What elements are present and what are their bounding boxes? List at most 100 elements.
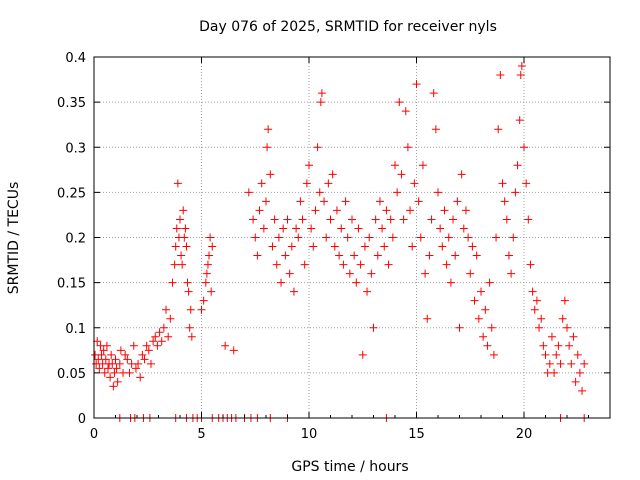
axis-ticks: 0 5 10 15 20 0 0.05 0.1 0.15 0.2 0.25 0.3 0.35 0.4: [57, 51, 610, 442]
data-points: [91, 62, 589, 422]
data-point: [263, 143, 272, 152]
data-point: [556, 359, 565, 368]
data-point: [121, 350, 130, 359]
y-tick-label: 0.4: [65, 51, 86, 66]
data-point: [259, 224, 268, 233]
data-point: [296, 197, 305, 206]
x-tick-label: 10: [301, 427, 318, 442]
data-point: [560, 296, 569, 305]
data-point: [363, 287, 372, 296]
data-point: [199, 296, 208, 305]
data-point: [516, 71, 525, 80]
data-point: [205, 251, 214, 260]
data-point: [567, 359, 576, 368]
data-point: [178, 260, 187, 269]
data-point: [502, 215, 511, 224]
data-point: [479, 332, 488, 341]
data-point: [520, 143, 528, 152]
data-point: [181, 224, 190, 233]
data-point: [113, 377, 122, 386]
data-point: [108, 359, 117, 368]
data-point: [477, 287, 485, 296]
data-point: [425, 251, 434, 260]
data-point: [459, 224, 468, 233]
y-axis-label: SRMTID / TECUs: [6, 182, 22, 295]
data-point: [352, 278, 361, 287]
data-point: [509, 233, 518, 242]
data-point: [183, 278, 192, 287]
data-point: [106, 373, 115, 382]
data-point: [494, 125, 503, 134]
data-point: [354, 224, 363, 233]
data-point: [309, 242, 318, 251]
data-point: [202, 269, 211, 278]
data-point: [244, 188, 253, 197]
data-point: [172, 224, 181, 233]
data-point: [470, 296, 479, 305]
data-point: [550, 368, 559, 377]
data-point: [328, 170, 337, 179]
data-point: [257, 179, 266, 188]
y-tick-label: 0.35: [57, 96, 86, 111]
y-tick-label: 0.25: [57, 186, 86, 201]
data-point: [186, 305, 195, 314]
data-point: [504, 251, 513, 260]
data-point: [416, 233, 425, 242]
data-point: [94, 355, 103, 364]
data-point: [140, 355, 149, 364]
data-point: [285, 269, 294, 278]
data-point: [386, 215, 395, 224]
data-point: [274, 233, 283, 242]
data-point: [322, 233, 331, 242]
data-point: [146, 359, 155, 368]
data-point: [102, 341, 111, 350]
y-tick-label: 0.05: [57, 367, 86, 382]
data-point: [461, 206, 470, 215]
data-point: [513, 161, 522, 170]
data-point: [547, 332, 556, 341]
data-point: [408, 242, 417, 251]
data-point: [281, 251, 290, 260]
data-point: [115, 359, 124, 368]
data-point: [571, 377, 580, 386]
data-point: [277, 278, 286, 287]
data-point: [307, 224, 316, 233]
data-point: [335, 251, 344, 260]
data-point: [358, 350, 367, 359]
data-point: [403, 143, 412, 152]
data-point: [483, 341, 492, 350]
data-point: [123, 355, 132, 364]
data-point: [142, 341, 151, 350]
data-point: [524, 215, 533, 224]
data-point: [173, 179, 182, 188]
data-point: [472, 251, 481, 260]
data-point: [180, 233, 189, 242]
data-point: [451, 251, 460, 260]
data-point: [489, 350, 498, 359]
data-point: [466, 269, 475, 278]
data-point: [507, 269, 516, 278]
data-point: [144, 346, 153, 355]
data-point: [541, 350, 550, 359]
x-tick-label: 20: [516, 427, 533, 442]
x-axis-label: GPS time / hours: [291, 459, 408, 475]
data-point: [320, 197, 329, 206]
data-point: [526, 260, 535, 269]
data-point: [179, 206, 188, 215]
data-point: [270, 215, 279, 224]
data-point: [434, 188, 442, 197]
data-point: [545, 359, 554, 368]
data-point: [101, 355, 110, 364]
data-point: [427, 215, 436, 224]
data-point: [412, 80, 421, 89]
data-point: [487, 323, 496, 332]
data-point: [151, 332, 160, 341]
data-point: [164, 332, 173, 341]
data-point: [283, 215, 292, 224]
data-point: [388, 233, 397, 242]
data-point: [332, 206, 341, 215]
data-point: [485, 278, 494, 287]
data-point: [369, 323, 378, 332]
data-point: [182, 242, 191, 251]
